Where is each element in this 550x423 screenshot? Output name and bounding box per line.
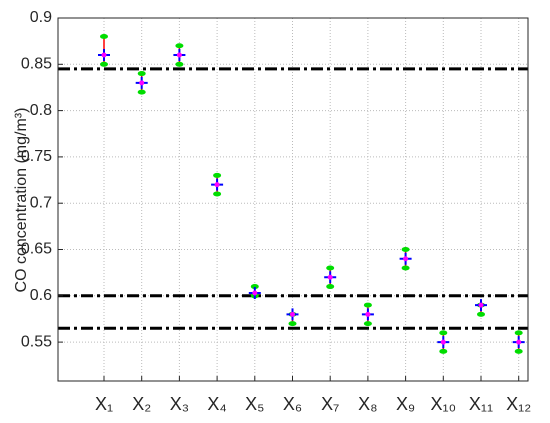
value-center — [176, 52, 182, 58]
error-cap-upper — [100, 34, 108, 40]
error-cap-upper — [514, 330, 523, 336]
error-cap-lower — [213, 191, 222, 197]
error-cap-upper — [401, 247, 410, 253]
y-tick-label: 0.8 — [30, 102, 52, 119]
value-center — [403, 256, 409, 262]
error-cap-lower — [363, 321, 372, 327]
error-cap-upper — [137, 71, 146, 77]
x-tick-label: X₁₁ — [469, 394, 493, 414]
value-center — [139, 80, 145, 86]
value-center — [478, 302, 484, 308]
x-tick-label: X₉ — [396, 394, 415, 414]
error-cap-lower — [137, 89, 146, 95]
x-tick-label: X₈ — [358, 394, 377, 414]
error-cap-upper — [213, 172, 222, 178]
error-cap-upper — [439, 330, 448, 336]
x-tick-label: X₁ — [95, 394, 113, 414]
y-tick-label: 0.6 — [30, 287, 52, 304]
x-tick-label: X₅ — [245, 394, 264, 414]
value-center — [252, 290, 258, 296]
value-center — [365, 311, 371, 317]
error-cap-upper — [250, 284, 259, 290]
x-tick-label: X₆ — [283, 394, 302, 414]
error-cap-upper — [363, 302, 372, 308]
y-tick-label: 0.7 — [30, 194, 52, 211]
error-cap-lower — [288, 321, 297, 327]
error-cap-lower — [477, 311, 485, 317]
x-tick-label: X₇ — [321, 394, 339, 414]
value-center — [214, 182, 220, 188]
error-cap-lower — [175, 61, 184, 67]
y-tick-label: 0.65 — [21, 241, 52, 258]
error-cap-upper — [326, 265, 335, 271]
marks — [58, 34, 528, 354]
y-tick-label: 0.85 — [21, 56, 52, 73]
x-tick-label: X₃ — [170, 394, 189, 414]
x-tick-label: X₄ — [207, 394, 226, 414]
error-cap-lower — [326, 284, 335, 290]
value-center — [327, 274, 333, 280]
value-center — [440, 339, 446, 345]
x-tick-label: X₁₂ — [506, 394, 531, 414]
y-tick-label: 0.9 — [30, 9, 52, 26]
value-center — [101, 52, 107, 58]
error-cap-lower — [439, 348, 448, 354]
error-cap-upper — [175, 43, 184, 49]
y-tick-label: 0.75 — [21, 148, 52, 165]
y-tick-label: 0.55 — [21, 333, 52, 350]
error-cap-lower — [100, 61, 108, 67]
x-tick-label: X₁₀ — [431, 394, 457, 414]
error-cap-lower — [514, 348, 523, 354]
error-cap-lower — [401, 265, 410, 271]
x-tick-label: X₂ — [132, 394, 151, 414]
value-center — [290, 311, 295, 317]
y-axis-label: CO concentration (mg/m³) — [13, 108, 30, 293]
value-center — [516, 339, 522, 345]
